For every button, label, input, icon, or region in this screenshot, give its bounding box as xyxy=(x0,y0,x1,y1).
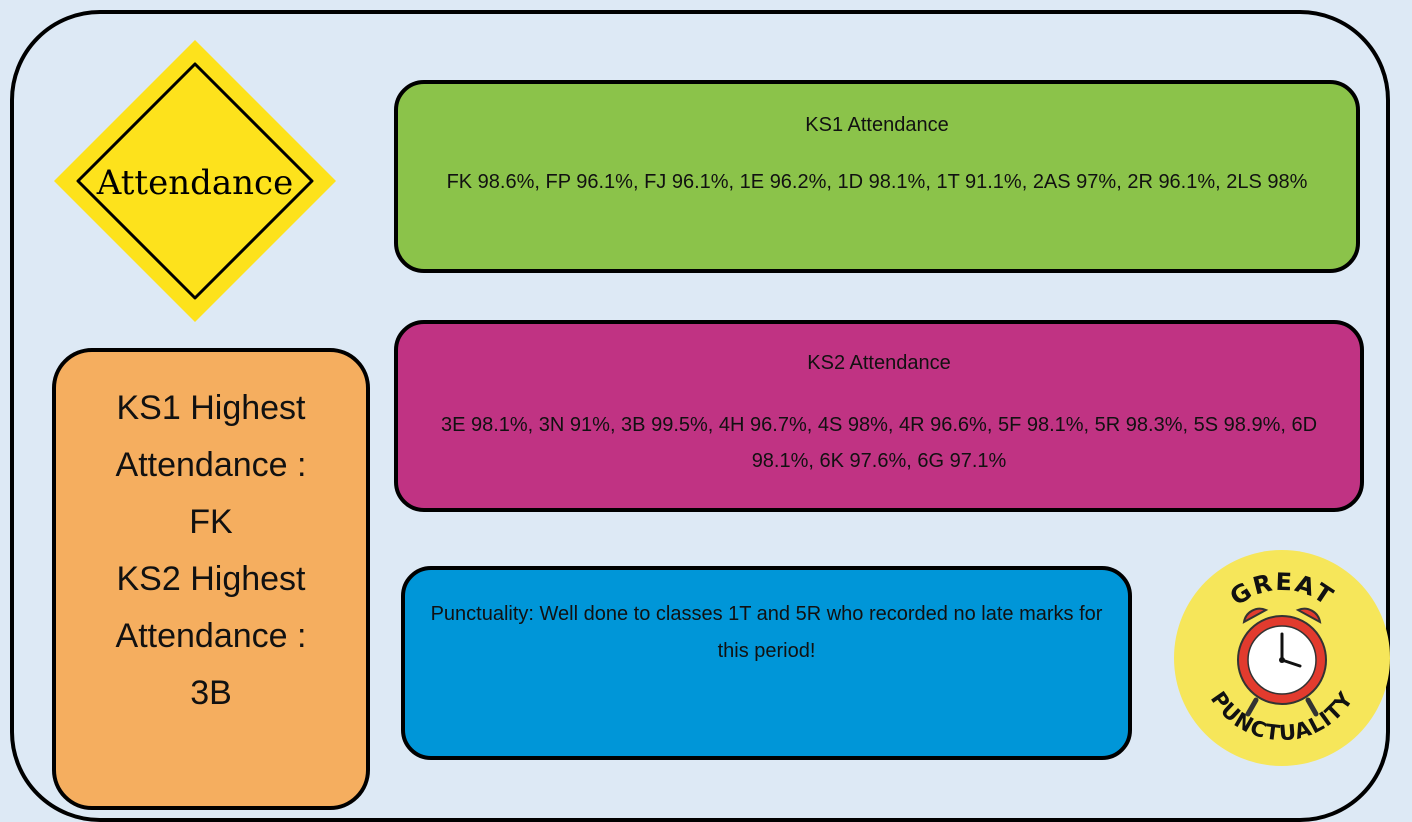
ks1-highest-class: FK xyxy=(189,503,233,541)
ks2-values: 3E 98.1%, 3N 91%, 3B 99.5%, 4H 96.7%, 4S… xyxy=(440,414,1318,472)
attendance-sign-icon: Attendance xyxy=(54,40,336,322)
ks1-highest-line1: KS1 Highest xyxy=(116,389,306,427)
ks1-values: FK 98.6%, FP 96.1%, FJ 96.1%, 1E 96.2%, … xyxy=(446,171,1308,193)
ks1-title: KS1 Attendance xyxy=(805,114,949,136)
ks1-attendance-box: KS1 Attendance FK 98.6%, FP 96.1%, FJ 96… xyxy=(394,80,1360,273)
ks1-highest-line2: Attendance : xyxy=(115,446,307,484)
highest-attendance-box: KS1 Highest Attendance : FK KS2 Highest … xyxy=(52,348,370,810)
punctuality-box: Punctuality: Well done to classes 1T and… xyxy=(401,566,1132,760)
ks2-title: KS2 Attendance xyxy=(807,352,951,374)
sign-label: Attendance xyxy=(96,163,293,203)
alarm-clock-icon xyxy=(1237,607,1327,717)
ks2-highest-line1: KS2 Highest xyxy=(116,560,306,598)
ks2-highest-line2: Attendance : xyxy=(115,617,307,655)
ks2-attendance-box: KS2 Attendance 3E 98.1%, 3N 91%, 3B 99.5… xyxy=(394,320,1364,512)
ks2-highest-class: 3B xyxy=(190,674,232,712)
great-punctuality-badge-icon: GREAT PUNCTUALITY xyxy=(1174,550,1390,766)
punctuality-text: Punctuality: Well done to classes 1T and… xyxy=(430,603,1103,662)
